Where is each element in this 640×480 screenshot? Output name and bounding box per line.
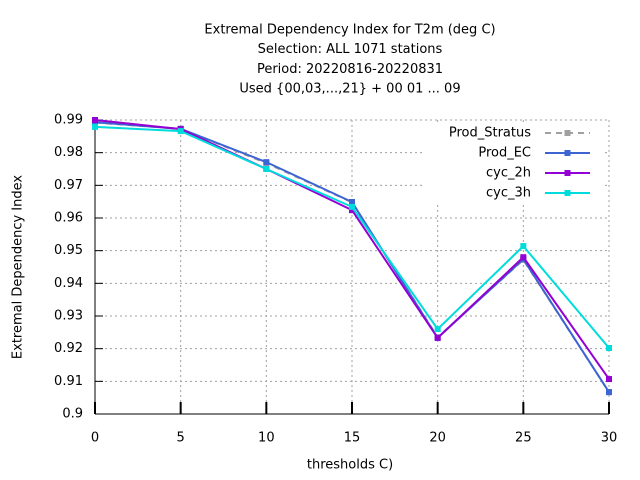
point [263,166,270,172]
chart-title: Used {00,03,...,21} + 00 01 ... 09 [239,82,460,97]
y-tick-label: 0.93 [54,309,83,324]
x-axis-label: thresholds C) [307,458,393,473]
point [349,203,355,210]
y-tick-label: 0.91 [54,374,83,389]
y-tick-label: 0.92 [54,341,83,356]
point [606,389,612,396]
y-tick-label: 0.99 [54,113,83,128]
x-tick-label: 10 [258,431,275,446]
point [263,159,270,166]
y-tick-label: 0.96 [54,211,83,226]
point [434,326,441,333]
legend-label: cyc_3h [486,186,531,201]
y-tick-label: 0.94 [54,276,83,291]
legend-background [425,122,605,204]
point [606,345,612,352]
x-tick-label: 5 [177,431,185,446]
y-axis-label: Extremal Dependency Index [11,175,26,359]
y-tick-label: 0.9 [62,407,83,422]
y-tick-label: 0.97 [54,178,83,193]
x-tick-label: 30 [601,431,618,446]
legend-label: cyc_2h [486,166,531,181]
chart-title: Extremal Dependency Index for T2m (deg C… [204,23,495,38]
y-tick-label: 0.95 [54,243,83,258]
legend-label: Prod_Stratus [449,126,531,141]
legend-marker [564,190,571,196]
point [349,198,355,205]
legend-marker [564,130,571,136]
legend-label: Prod_EC [478,146,531,161]
point [520,243,527,250]
chart-title: Period: 20220816-20220831 [257,62,443,77]
x-tick-label: 20 [429,431,446,446]
legend-marker [564,170,571,176]
point [92,123,98,130]
point [434,334,441,341]
point [92,117,98,123]
point [349,207,355,214]
y-tick-label: 0.98 [54,145,83,160]
point [177,128,184,135]
x-tick-label: 0 [91,431,99,446]
point [606,376,612,383]
x-tick-label: 25 [515,431,532,446]
point [520,254,527,261]
chart-title: Selection: ALL 1071 stations [258,42,443,57]
x-tick-label: 15 [344,431,361,446]
legend-marker [564,150,571,156]
